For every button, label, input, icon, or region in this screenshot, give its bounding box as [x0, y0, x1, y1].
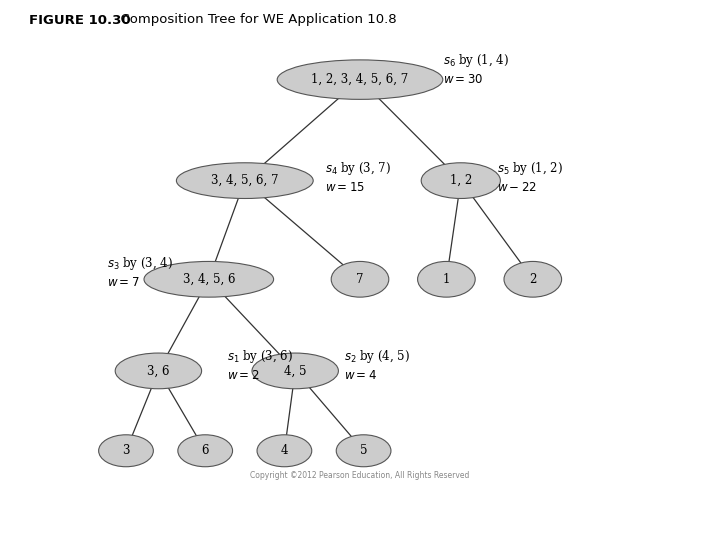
Ellipse shape — [504, 261, 562, 297]
Text: Ronald L. Randin: Ronald L. Randin — [126, 517, 205, 526]
Ellipse shape — [418, 261, 475, 297]
Ellipse shape — [178, 435, 233, 467]
Ellipse shape — [176, 163, 313, 199]
Text: FIGURE 10.30: FIGURE 10.30 — [29, 14, 130, 26]
Text: 3, 6: 3, 6 — [147, 364, 170, 377]
Text: Composition Tree for WE Application 10.8: Composition Tree for WE Application 10.8 — [112, 14, 396, 26]
Text: 2: 2 — [529, 273, 536, 286]
Ellipse shape — [277, 60, 443, 99]
Text: 4, 5: 4, 5 — [284, 364, 307, 377]
Text: 3, 4, 5, 6: 3, 4, 5, 6 — [183, 273, 235, 286]
Text: 5: 5 — [360, 444, 367, 457]
Text: 4: 4 — [281, 444, 288, 457]
Text: $s_6$ by (1, 4)
$w = 30$: $s_6$ by (1, 4) $w = 30$ — [443, 52, 509, 86]
Text: $s_4$ by (3, 7)
$w = 15$: $s_4$ by (3, 7) $w = 15$ — [325, 160, 392, 194]
Ellipse shape — [252, 353, 338, 389]
Text: $s_1$ by (3, 6)
$w = 2$: $s_1$ by (3, 6) $w = 2$ — [227, 348, 293, 382]
Text: 1, 2, 3, 4, 5, 6, 7: 1, 2, 3, 4, 5, 6, 7 — [311, 73, 409, 86]
Text: $s_2$ by (4, 5)
$w = 4$: $s_2$ by (4, 5) $w = 4$ — [344, 348, 410, 382]
Text: 6: 6 — [202, 444, 209, 457]
Text: 3: 3 — [122, 444, 130, 457]
Text: ALWAYS LEARNING: ALWAYS LEARNING — [22, 509, 117, 517]
Ellipse shape — [99, 435, 153, 467]
Text: Optimization in Operations Research, 2e: Optimization in Operations Research, 2e — [126, 500, 312, 509]
Text: $s_5$ by (1, 2)
$w - 22$: $s_5$ by (1, 2) $w - 22$ — [497, 160, 563, 194]
Text: All Rights Reserved: All Rights Reserved — [428, 517, 516, 526]
Ellipse shape — [257, 435, 312, 467]
Text: 1, 2: 1, 2 — [450, 174, 472, 187]
Text: $s_3$ by (3, 4)
$w = 7$: $s_3$ by (3, 4) $w = 7$ — [107, 255, 173, 289]
Ellipse shape — [144, 261, 274, 297]
Ellipse shape — [331, 261, 389, 297]
Text: Copyright © 2017, 1998 by Pearson Education, Inc.: Copyright © 2017, 1998 by Pearson Educat… — [428, 500, 662, 509]
Ellipse shape — [115, 353, 202, 389]
Ellipse shape — [336, 435, 391, 467]
Text: 7: 7 — [356, 273, 364, 286]
Text: Copyright ©2012 Pearson Education, All Rights Reserved: Copyright ©2012 Pearson Education, All R… — [251, 471, 469, 481]
Text: 3, 4, 5, 6, 7: 3, 4, 5, 6, 7 — [211, 174, 279, 187]
Text: 1: 1 — [443, 273, 450, 286]
Text: PEARSON: PEARSON — [625, 504, 720, 522]
Ellipse shape — [421, 163, 500, 199]
